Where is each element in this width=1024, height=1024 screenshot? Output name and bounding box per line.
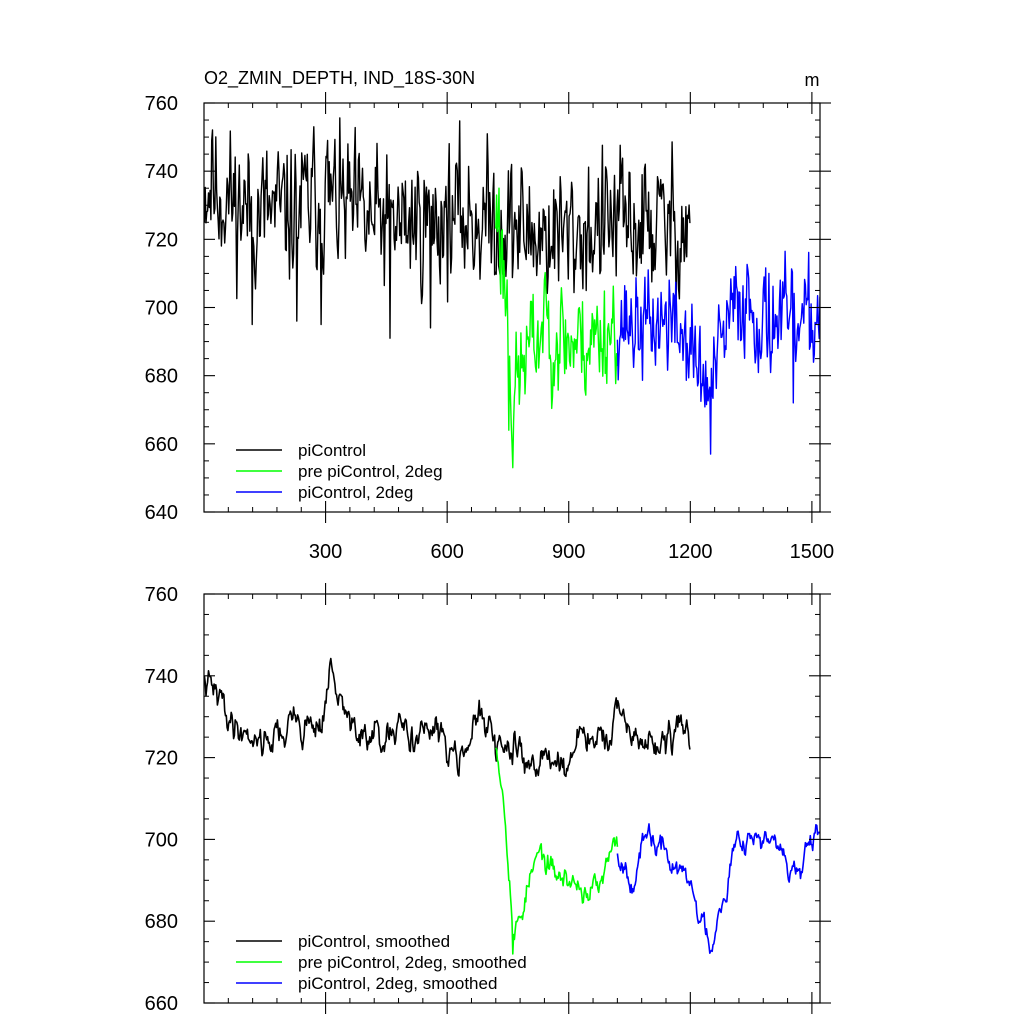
y-tick-label: 760 <box>145 584 178 606</box>
panel-1: 640 660 680 700 720 740 760 300 600 900 1200 1500 pi… <box>145 92 835 563</box>
y-tick-label: 700 <box>145 298 178 320</box>
x-tick-label: 600 <box>430 541 463 563</box>
y-tick-label: 740 <box>145 666 178 688</box>
x-tick-label: 300 <box>309 541 342 563</box>
panel-2: 660 680 700 720 740 760 piControl, smoothed pre… <box>145 583 831 1015</box>
series-line-picontrol <box>204 117 691 339</box>
series-line-picontrol-2deg <box>616 250 820 455</box>
series-line-pre-picontrol-2deg <box>495 187 619 469</box>
legend-label: pre piControl, 2deg, smoothed <box>298 953 527 972</box>
legend-label: pre piControl, 2deg <box>298 462 443 481</box>
legend-label: piControl, smoothed <box>298 932 450 951</box>
y-tick-label: 660 <box>145 434 178 456</box>
y-tick-label: 740 <box>145 161 178 183</box>
y-tick-label: 680 <box>145 366 178 388</box>
y-tick-label: 660 <box>145 993 178 1015</box>
series-line-picontrol-smoothed <box>204 657 691 778</box>
y-tick-label: 700 <box>145 829 178 851</box>
legend-label: piControl <box>298 441 366 460</box>
units-label: m <box>805 70 820 90</box>
y-tick-label: 720 <box>145 229 178 251</box>
x-tick-label: 1500 <box>790 541 835 563</box>
series-line-picontrol-2deg-smoothed <box>616 823 820 954</box>
legend-label: piControl, 2deg <box>298 483 413 502</box>
legend-label: piControl, 2deg, smoothed <box>298 974 497 993</box>
y-tick-label: 720 <box>145 748 178 770</box>
y-tick-label: 680 <box>145 911 178 933</box>
chart-title: O2_ZMIN_DEPTH, IND_18S-30N <box>204 68 475 89</box>
series-line-pre-picontrol-2deg-smoothed <box>495 747 619 955</box>
x-tick-label: 900 <box>552 541 585 563</box>
y-tick-label: 760 <box>145 93 178 115</box>
y-tick-label: 640 <box>145 502 178 524</box>
x-tick-label: 1200 <box>668 541 713 563</box>
